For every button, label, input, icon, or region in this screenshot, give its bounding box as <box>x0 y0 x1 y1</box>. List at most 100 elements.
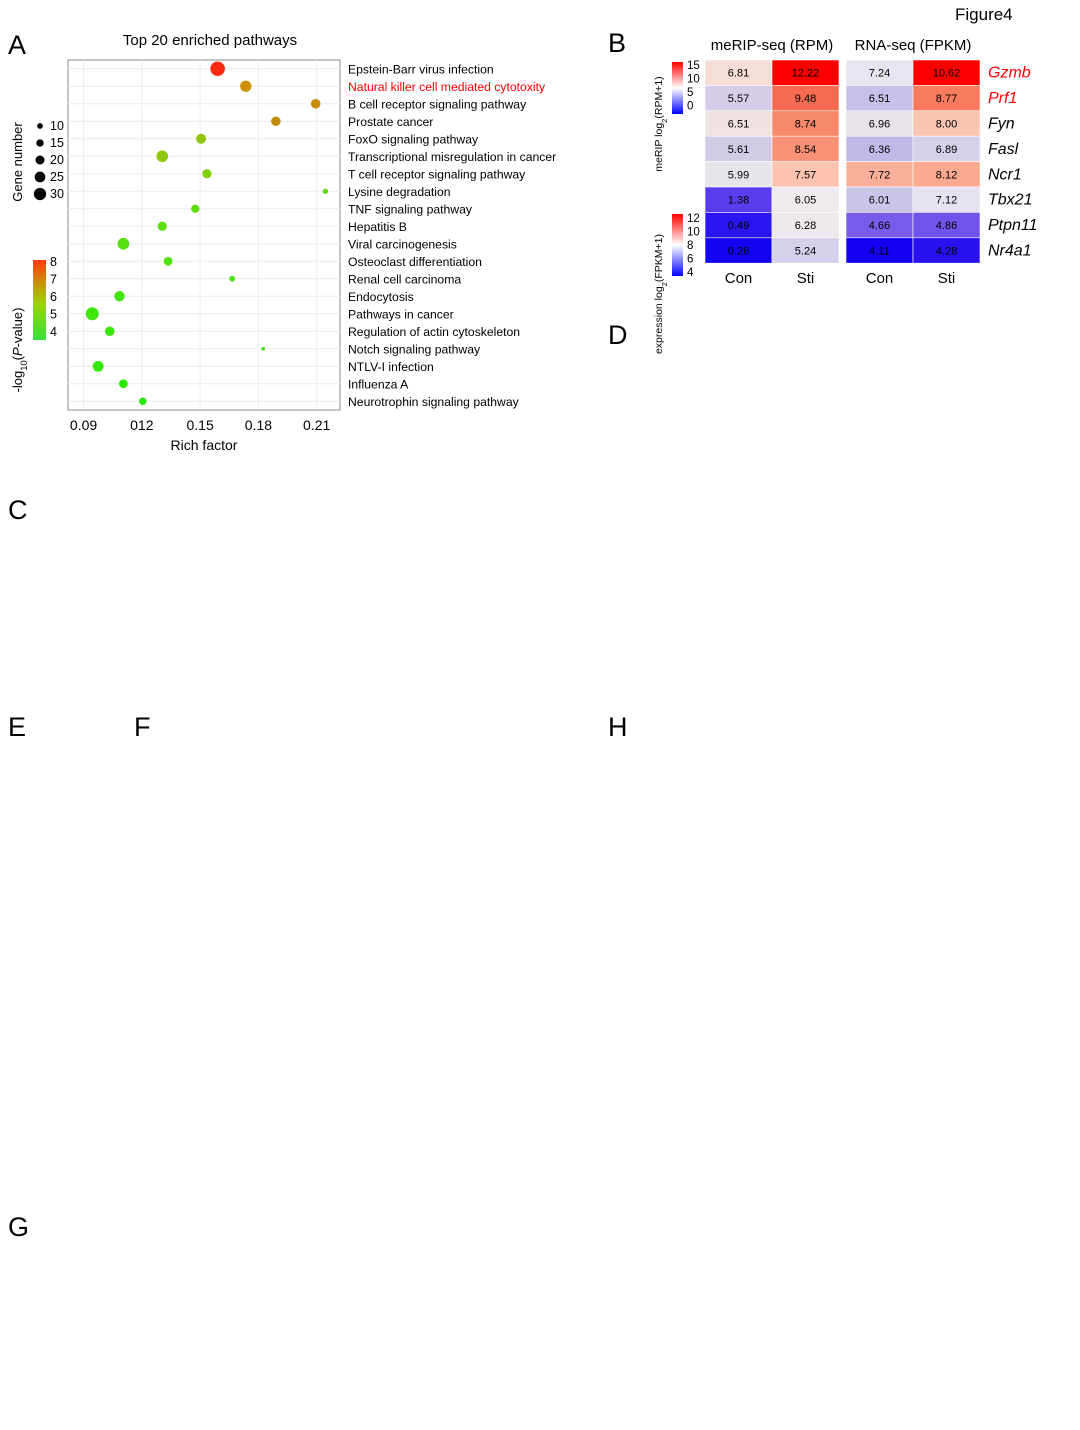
bubble-chart-svg: Epstein-Barr virus infection Natural kill… <box>10 59 556 453</box>
pathway-label: TNF signaling pathway <box>348 202 473 216</box>
heatmap-cell <box>845 135 914 162</box>
panel-b-letter: B <box>608 28 627 58</box>
heatmap-cell-value: 6.89 <box>936 144 957 156</box>
bubble-point <box>119 379 128 389</box>
pathway-label: Prostate cancer <box>348 115 433 129</box>
heatmap-cell <box>845 237 914 264</box>
heatmap-cell-value: 5.99 <box>728 169 749 181</box>
bubble-point <box>322 188 329 194</box>
colorbar-merip-tick: 5 <box>687 87 693 99</box>
pathway-label: Lysine degradation <box>348 185 451 199</box>
heatmap-cell-value: 6.36 <box>869 144 890 156</box>
color-scale-tick: 8 <box>50 255 57 269</box>
pathway-label: NTLV-I infection <box>348 360 434 374</box>
bubble-point <box>261 346 266 351</box>
color-scale-tick: 6 <box>50 290 57 304</box>
heatmap-cell <box>912 110 981 137</box>
heatmap-row-label: Ptpn11 <box>988 217 1038 234</box>
merip-title: meRIP-seq (RPM) <box>711 37 834 54</box>
pathway-label: Natural killer cell mediated cytotoxity <box>348 80 546 94</box>
pathway-label: FoxO signaling pathway <box>348 132 479 146</box>
bubble-point <box>157 221 167 231</box>
pathway-label: Transcriptional misregulation in cancer <box>348 150 556 164</box>
heatmap-cell <box>704 237 773 264</box>
heatmap-cell <box>912 161 981 188</box>
x-axis-label: Rich factor <box>171 437 238 453</box>
bubble-point <box>117 237 130 250</box>
pathway-label: Epstein-Barr virus infection <box>348 62 494 76</box>
color-scale-bar <box>33 260 46 340</box>
heatmap-row-label: Tbx21 <box>988 192 1032 209</box>
bubble-point <box>114 291 125 302</box>
color-scale-tick: 4 <box>50 325 57 339</box>
pathway-label: T cell receptor signaling pathway <box>348 167 526 181</box>
figure-label: Figure4 <box>955 5 1013 24</box>
gene-number-label: Gene number <box>10 122 25 202</box>
pathway-label: Regulation of actin cytoskeleton <box>348 325 520 339</box>
plot-frame <box>67 59 341 411</box>
heatmap-cell <box>771 85 840 112</box>
panel-f-bar-charts <box>130 710 610 1190</box>
heatmap-cell <box>845 85 914 112</box>
heatmap-cell <box>912 237 981 264</box>
size-legend-dot <box>35 155 45 165</box>
heatmap-cell-value: 8.77 <box>936 93 957 105</box>
panel-h-flow-cytometry <box>600 710 1080 1425</box>
colorbar-expr-tick: 6 <box>687 254 693 266</box>
heatmap-cell-value: 6.96 <box>869 119 890 131</box>
heatmap-cell-value: 6.28 <box>795 220 816 232</box>
color-scale-tick: 7 <box>50 273 57 287</box>
heatmap-cell-value: 8.54 <box>795 144 816 156</box>
heatmap-cell-value: 7.12 <box>936 195 957 207</box>
heatmap-cell-value: 8.74 <box>795 119 816 131</box>
bubble-point <box>271 116 281 127</box>
panel-d-letter: D <box>608 320 628 350</box>
colorbar-merip-tick: 0 <box>687 101 693 113</box>
heatmap-cell-value: 6.05 <box>795 195 816 207</box>
pathway-label: Influenza A <box>348 377 409 391</box>
heatmap-cell-value: 6.51 <box>869 93 890 105</box>
heatmap-row-label: Ncr1 <box>988 166 1022 183</box>
bubble-point <box>92 360 104 372</box>
size-legend-dot <box>33 187 47 201</box>
heatmap-cell <box>912 212 981 239</box>
panel-f-letter: F <box>134 712 151 742</box>
colorbar-merip-tick: 15 <box>687 60 700 72</box>
pathway-label: Viral carcinogenesis <box>348 237 457 251</box>
size-legend-dot <box>37 123 43 129</box>
bubble-point <box>202 169 212 179</box>
heatmap-cell <box>771 135 840 162</box>
pathway-label: Endocytosis <box>348 290 414 304</box>
x-tick-label: 0.21 <box>303 417 330 433</box>
heatmap-cell <box>912 59 981 86</box>
heatmap-cell-value: 9.48 <box>795 93 816 105</box>
size-legend-dot <box>36 139 44 147</box>
x-tick-label: 0.15 <box>186 417 213 433</box>
heatmap-cell <box>704 161 773 188</box>
heatmap-cell-value: 7.57 <box>795 169 816 181</box>
size-legend-label: 15 <box>50 136 64 150</box>
bubble-point <box>310 98 321 109</box>
color-scale-tick: 5 <box>50 308 57 322</box>
size-legend-label: 30 <box>50 187 64 201</box>
bubble-point <box>191 204 200 213</box>
bubble-point <box>104 326 115 337</box>
heatmap-cell <box>771 110 840 137</box>
heatmap-cell-value: 7.24 <box>869 68 890 80</box>
colorbar-expr-label: expression log2(FPKM+1) <box>653 234 669 354</box>
pathway-label: Renal cell carcinoma <box>348 272 461 286</box>
bubble-point <box>240 80 252 92</box>
colorbar-expr-tick: 4 <box>687 267 694 279</box>
bubble-point <box>139 397 147 405</box>
panel-g-letter: G <box>8 1212 30 1242</box>
heatmap-col-label: Con <box>866 270 894 287</box>
bubble-point <box>229 275 236 282</box>
heatmap-cell-value: 7.72 <box>869 169 890 181</box>
panel-h-letter: H <box>608 712 628 742</box>
x-tick-label: 0.09 <box>70 417 97 433</box>
heatmap-col-label: Con <box>725 270 753 287</box>
heatmap-cell-value: 6.01 <box>869 195 890 207</box>
heatmap-cell-value: 0.49 <box>728 220 749 232</box>
pathway-label: Notch signaling pathway <box>348 342 481 356</box>
heatmap-cell-value: 4.11 <box>869 246 890 258</box>
